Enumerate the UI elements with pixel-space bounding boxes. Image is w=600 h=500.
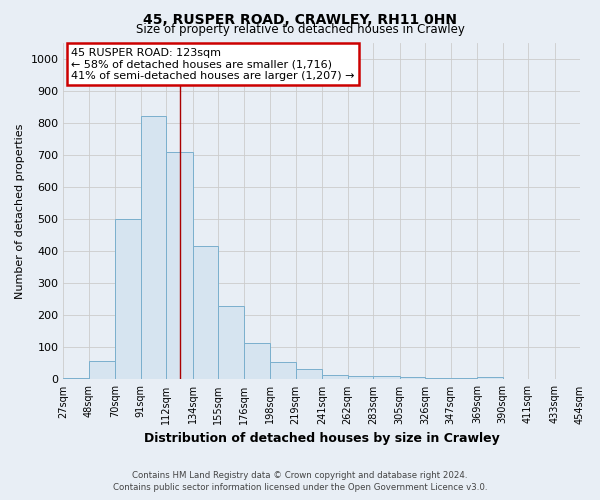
Bar	[89, 361, 115, 380]
Bar	[477, 377, 503, 380]
Bar	[270, 362, 296, 380]
Bar	[322, 374, 348, 380]
Bar	[373, 376, 400, 380]
Y-axis label: Number of detached properties: Number of detached properties	[15, 124, 25, 298]
Bar	[348, 376, 373, 380]
Bar	[166, 152, 193, 380]
Text: Size of property relative to detached houses in Crawley: Size of property relative to detached ho…	[136, 22, 464, 36]
Bar	[425, 378, 451, 380]
Text: 45 RUSPER ROAD: 123sqm
← 58% of detached houses are smaller (1,716)
41% of semi-: 45 RUSPER ROAD: 123sqm ← 58% of detached…	[71, 48, 355, 81]
Bar	[64, 378, 89, 380]
Bar	[296, 369, 322, 380]
Text: 45, RUSPER ROAD, CRAWLEY, RH11 0HN: 45, RUSPER ROAD, CRAWLEY, RH11 0HN	[143, 12, 457, 26]
X-axis label: Distribution of detached houses by size in Crawley: Distribution of detached houses by size …	[144, 432, 500, 445]
Bar	[193, 246, 218, 380]
Bar	[115, 219, 141, 380]
Bar	[244, 342, 270, 380]
Bar	[400, 377, 425, 380]
Bar	[451, 378, 477, 380]
Text: Contains HM Land Registry data © Crown copyright and database right 2024.
Contai: Contains HM Land Registry data © Crown c…	[113, 471, 487, 492]
Bar	[218, 306, 244, 380]
Bar	[141, 116, 166, 380]
